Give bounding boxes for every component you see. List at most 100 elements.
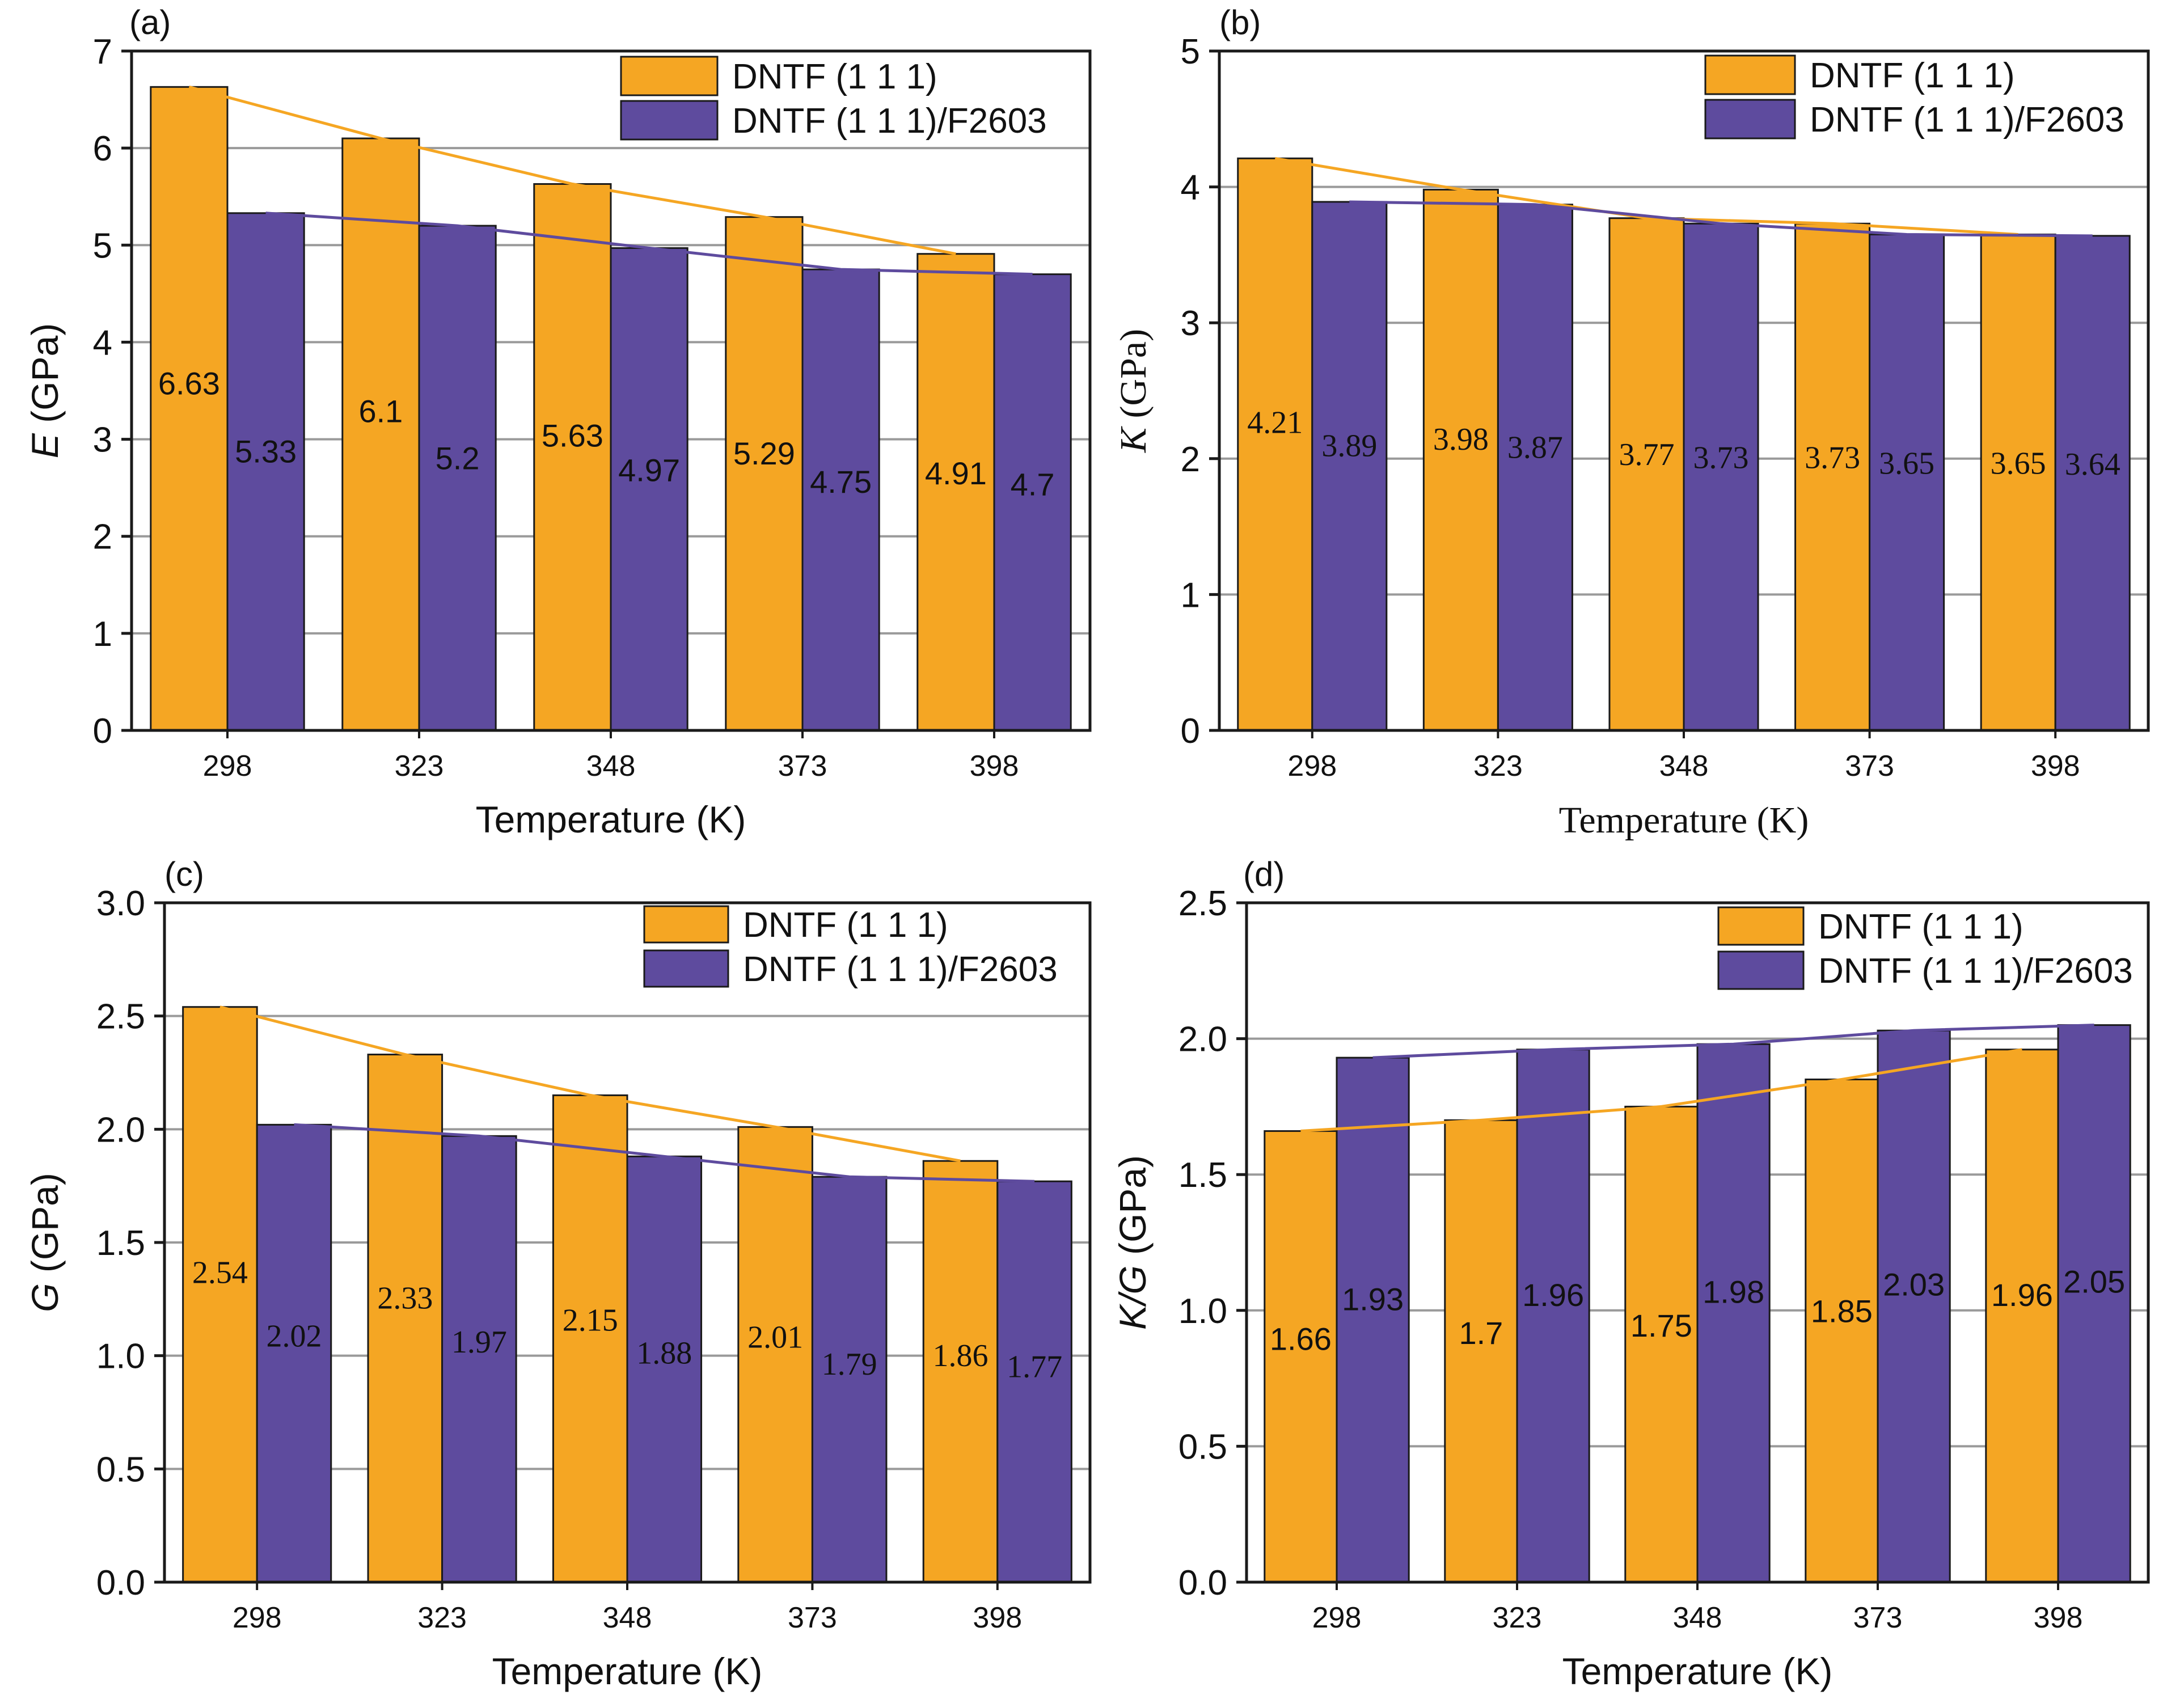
y-tick-label: 2.0 [96, 1110, 145, 1149]
bar-value-label: 3.64 [2065, 447, 2120, 482]
x-tick-label: 323 [1493, 1601, 1542, 1634]
bar-dntf-f2603 [1311, 201, 1388, 732]
x-tick-label: 298 [203, 750, 252, 783]
legend-swatch-dntf [1717, 906, 1805, 946]
bar-dntf-f2603 [1683, 222, 1759, 732]
bar-dntf-f2603 [1877, 1029, 1951, 1583]
bar-dntf-f2603 [1516, 1049, 1590, 1583]
bar-dntf-f2603 [626, 1155, 703, 1583]
bar-dntf-f2603 [1869, 233, 1945, 732]
y-axis-title: G (GPa) [24, 1173, 66, 1312]
bar-dntf [1608, 217, 1685, 732]
trend-line-dntf-f2603 [294, 1123, 1035, 1183]
bar-value-label: 1.93 [1342, 1282, 1404, 1317]
legend-label-dntf-f2603: DNTF (1 1 1)/F2603 [1818, 952, 2133, 991]
y-tick-label: 2 [1181, 440, 1200, 479]
x-tick-label: 398 [2031, 750, 2080, 783]
y-axis-title-unit: (GPa) [1113, 329, 1154, 428]
chart-panel-b: 4.21 3.89 3.98 3.87 3.77 3.73 3.73 3.65 3.65 3.64… [1113, 3, 2150, 841]
y-tick-label: 2.5 [1178, 884, 1227, 923]
bar-value-label: 6.63 [158, 365, 220, 401]
bar-dntf [1985, 1049, 2059, 1583]
legend-swatch-dntf-f2603 [620, 100, 719, 141]
bar-value-label: 3.89 [1321, 429, 1377, 464]
bar-dntf-f2603 [1497, 204, 1573, 732]
bar-dntf [725, 216, 804, 732]
x-axis-title: Temperature (K) [1562, 1650, 1833, 1692]
y-tick-label: 7 [93, 32, 112, 71]
legend-swatch-dntf-f2603 [1704, 99, 1796, 140]
bar-value-label: 1.7 [1459, 1315, 1503, 1351]
bar-value-label: 5.29 [733, 436, 795, 471]
bar-value-label: 1.86 [933, 1338, 988, 1373]
bar-value-label: 5.2 [436, 440, 480, 476]
bar-value-label: 2.15 [563, 1303, 618, 1338]
bar-value-label: 5.63 [542, 418, 603, 454]
bar-value-label: 2.03 [1883, 1267, 1945, 1303]
bar-dntf-f2603 [418, 225, 497, 732]
x-tick-label: 323 [1473, 750, 1523, 783]
x-axis-title: Temperature (K) [492, 1650, 763, 1692]
bar-dntf [1264, 1130, 1338, 1583]
bar-value-label: 3.65 [1991, 446, 2046, 481]
x-axis-title: Temperature (K) [476, 798, 746, 840]
bar-value-label: 2.01 [747, 1320, 803, 1355]
x-tick-label: 373 [1845, 750, 1894, 783]
bar-dntf-f2603 [2057, 1024, 2131, 1583]
x-tick-label: 298 [1287, 750, 1337, 783]
chart-panel-a: 6.63 5.33 6.1 5.2 5.63 4.97 5.29 4.75 4.91 4.7 0 1 2… [24, 3, 1092, 840]
y-tick-label: 5 [93, 226, 112, 265]
y-axis-title: E (GPa) [24, 323, 66, 458]
bar-value-label: 1.85 [1811, 1293, 1873, 1329]
bar-dntf-f2603 [1696, 1043, 1771, 1583]
bar-value-label: 2.54 [192, 1255, 248, 1290]
bar-dntf-f2603 [996, 1180, 1072, 1583]
x-tick-label: 298 [233, 1601, 282, 1634]
x-tick-label: 398 [970, 750, 1019, 783]
y-tick-label: 3 [93, 421, 112, 460]
bar-value-label: 2.05 [2063, 1264, 2125, 1300]
bar-dntf [341, 137, 420, 732]
bar-value-label: 4.75 [810, 464, 872, 500]
legend-swatch-dntf [643, 905, 729, 944]
y-tick-label: 4 [1181, 168, 1200, 208]
y-tick-label: 2.5 [96, 997, 145, 1037]
trend-line-dntf-f2603 [1349, 200, 2093, 238]
y-axis-title-unit: (GPa) [24, 1173, 66, 1283]
bar-dntf [737, 1126, 813, 1583]
bar-value-label: 4.7 [1011, 467, 1055, 502]
x-tick-label: 373 [778, 750, 827, 783]
bar-dntf-f2603 [993, 273, 1072, 732]
bar-dntf [533, 183, 612, 732]
trend-line-dntf-f2603 [265, 212, 1033, 276]
x-tick-label: 348 [603, 1601, 652, 1634]
x-tick-label: 398 [973, 1601, 1022, 1634]
x-tick-label: 373 [788, 1601, 837, 1634]
bar-value-label: 1.79 [822, 1347, 877, 1382]
bar-value-label: 1.96 [1991, 1277, 2053, 1313]
y-axis-title: K/G (GPa) [1112, 1155, 1154, 1330]
y-tick-label: 1.5 [96, 1224, 145, 1263]
bar-dntf [367, 1054, 443, 1583]
x-axis-title: Temperature (K) [1559, 800, 1809, 841]
y-tick-label: 2.0 [1178, 1020, 1227, 1059]
y-tick-label: 4 [93, 323, 112, 362]
y-tick-label: 0.0 [96, 1563, 145, 1603]
y-axis-title-unit: (GPa) [24, 323, 66, 433]
legend-label-dntf: DNTF (1 1 1) [743, 906, 948, 945]
y-tick-label: 3.0 [96, 884, 145, 923]
y-tick-label: 2 [93, 518, 112, 557]
bar-dntf-f2603 [1336, 1056, 1410, 1583]
x-tick-label: 348 [586, 750, 636, 783]
bar-dntf-f2603 [226, 212, 305, 732]
panel-label: (c) [164, 855, 204, 893]
x-tick-label: 373 [1853, 1601, 1903, 1634]
x-tick-label: 348 [1673, 1601, 1722, 1634]
legend-swatch-dntf-f2603 [643, 949, 729, 988]
legend-label-dntf: DNTF (1 1 1) [1810, 56, 2015, 95]
y-tick-label: 0.0 [1178, 1563, 1227, 1603]
chart-panel-d: 1.66 1.93 1.7 1.96 1.75 1.98 1.85 2.03 1.96 2.05 0… [1112, 855, 2150, 1692]
bar-dntf-f2603 [256, 1123, 332, 1583]
x-tick-label: 398 [2034, 1601, 2083, 1634]
legend-label-dntf-f2603: DNTF (1 1 1)/F2603 [743, 950, 1058, 989]
